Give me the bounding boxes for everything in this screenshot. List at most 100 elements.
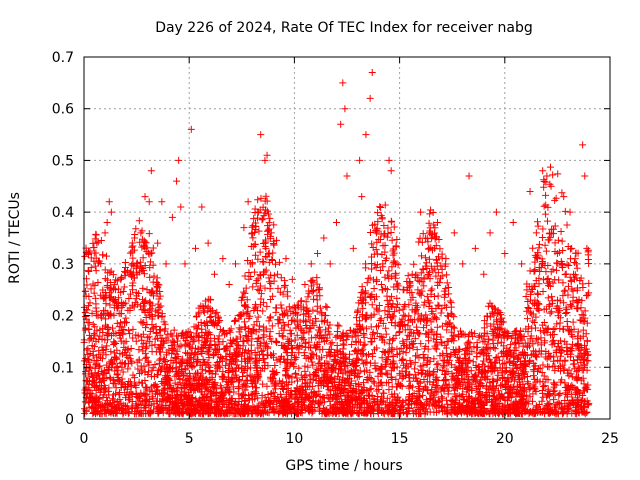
data-point — [170, 326, 178, 334]
data-point — [271, 379, 279, 387]
data-point — [580, 403, 588, 411]
data-point — [422, 330, 430, 338]
data-point — [195, 321, 203, 329]
data-point — [280, 385, 288, 393]
data-point — [427, 206, 435, 214]
data-point — [443, 279, 451, 287]
data-point — [545, 302, 553, 310]
data-point — [399, 355, 407, 363]
data-point — [265, 278, 273, 286]
data-point — [99, 307, 107, 315]
data-point — [564, 291, 572, 299]
data-point — [248, 396, 256, 404]
data-point — [470, 343, 478, 351]
data-point — [565, 327, 573, 335]
data-point — [242, 284, 250, 292]
data-point — [568, 302, 576, 310]
data-point — [111, 296, 119, 304]
data-point — [557, 352, 565, 360]
data-point — [291, 355, 299, 363]
data-point — [497, 382, 505, 390]
data-point — [102, 393, 110, 401]
data-point — [269, 368, 277, 376]
data-point — [191, 374, 199, 382]
data-point — [512, 392, 520, 400]
data-point — [156, 398, 164, 406]
data-point — [150, 272, 158, 280]
data-point — [122, 408, 130, 416]
data-point — [434, 269, 442, 277]
data-point — [561, 379, 569, 387]
data-point — [270, 408, 278, 416]
data-point — [352, 314, 360, 322]
data-point — [270, 221, 278, 229]
data-point — [141, 368, 149, 376]
data-point — [406, 357, 414, 365]
data-point — [494, 376, 502, 384]
data-point — [381, 307, 389, 315]
data-point — [443, 326, 451, 334]
data-point — [293, 384, 301, 392]
data-point — [422, 254, 430, 262]
data-point — [387, 347, 395, 355]
data-point — [351, 389, 359, 397]
data-point — [374, 209, 382, 217]
data-point — [525, 409, 533, 417]
data-point — [382, 324, 390, 332]
data-point — [119, 368, 127, 376]
data-point — [495, 330, 503, 338]
data-point — [438, 366, 446, 374]
data-point — [99, 286, 107, 294]
data-point — [342, 330, 350, 338]
data-point — [581, 341, 589, 349]
data-point — [526, 267, 534, 275]
data-point — [351, 396, 359, 404]
data-point — [339, 410, 347, 418]
data-point — [417, 400, 425, 408]
data-point — [513, 382, 521, 390]
data-point — [293, 374, 301, 382]
data-point — [88, 390, 96, 398]
data-point — [404, 331, 412, 339]
data-point — [171, 399, 179, 407]
data-point — [265, 219, 273, 227]
data-point — [379, 389, 387, 397]
data-point — [551, 387, 559, 395]
data-point — [270, 397, 278, 405]
data-point — [551, 276, 559, 284]
data-point — [364, 274, 372, 282]
data-point — [253, 363, 261, 371]
data-point — [187, 333, 195, 341]
data-point — [403, 277, 411, 285]
data-point — [121, 258, 129, 266]
data-point — [501, 368, 509, 376]
data-point — [264, 351, 272, 359]
data-point — [326, 353, 334, 361]
data-point — [430, 393, 438, 401]
data-point — [422, 311, 430, 319]
data-point — [265, 274, 273, 282]
data-point — [396, 320, 404, 328]
data-point — [315, 338, 323, 346]
data-point — [544, 203, 552, 211]
data-point — [404, 317, 412, 325]
data-point — [361, 340, 369, 348]
data-point — [422, 396, 430, 404]
data-point — [259, 257, 267, 265]
data-point — [194, 333, 202, 341]
data-point — [97, 260, 105, 268]
data-point — [472, 371, 480, 379]
data-point — [253, 214, 261, 222]
data-point — [388, 360, 396, 368]
data-point — [332, 333, 340, 341]
data-point — [153, 371, 161, 379]
data-point — [532, 353, 540, 361]
data-point — [412, 374, 420, 382]
data-point — [581, 404, 589, 412]
data-point — [362, 311, 370, 319]
data-point — [284, 292, 292, 300]
data-point — [309, 287, 317, 295]
data-point — [393, 394, 401, 402]
data-point — [115, 323, 123, 331]
data-point — [534, 251, 542, 259]
